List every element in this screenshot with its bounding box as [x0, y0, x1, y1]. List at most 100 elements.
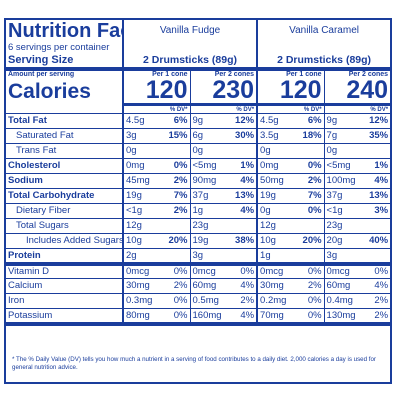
daily-value-percent: 2%: [227, 293, 258, 309]
nutrient-amount: 0g: [256, 143, 298, 159]
nutrient-amount: 0mcg: [122, 263, 163, 279]
nutrient-amount: 23g: [323, 218, 363, 234]
daily-value-percent: 0%: [163, 308, 190, 326]
dv-header: % DV*: [256, 103, 325, 114]
daily-value-percent: 2%: [163, 173, 190, 189]
daily-value-percent: 2%: [362, 308, 391, 326]
daily-value-percent: 0%: [297, 308, 325, 326]
daily-value-percent: [297, 218, 325, 234]
nutrient-amount: 160mg: [189, 308, 227, 326]
nutrient-amount: 3g: [189, 248, 227, 266]
nutrient-amount: <5mg: [323, 158, 363, 174]
nutrient-amount: 90mg: [189, 173, 227, 189]
daily-value-percent: 4%: [362, 278, 391, 294]
nutrient-amount: 0mcg: [323, 263, 363, 279]
daily-value-percent: 2%: [297, 173, 325, 189]
daily-value-percent: [227, 248, 258, 266]
daily-value-percent: 7%: [297, 188, 325, 204]
daily-value-percent: 0%: [297, 293, 325, 309]
nutrient-name: Trans Fat: [6, 143, 123, 159]
nutrient-amount: 60mg: [189, 278, 227, 294]
nutrient-amount: 37g: [189, 188, 227, 204]
nutrient-amount: 50mg: [256, 173, 298, 189]
daily-value-percent: 3%: [362, 203, 391, 219]
daily-value-percent: [362, 218, 391, 234]
nutrient-row: Saturated Fat 3g 15% 6g 30% 3.5g 18% 7g 35%: [6, 128, 391, 144]
nutrient-amount: 9g: [189, 113, 227, 129]
nutrient-amount: 2g: [122, 248, 163, 266]
nutrient-amount: 4.5g: [122, 113, 163, 129]
nutrient-name: Dietary Fiber: [6, 203, 123, 219]
daily-value-percent: 30%: [227, 128, 258, 144]
nutrient-amount: 23g: [189, 218, 227, 234]
daily-value-percent: 0%: [297, 203, 325, 219]
nutrient-row: Sodium 45mg 2% 90mg 4% 50mg 2% 100mg 4%: [6, 173, 391, 189]
nutrient-amount: 0mcg: [256, 263, 298, 279]
daily-value-percent: 0%: [297, 263, 325, 279]
calories-value: 240: [323, 78, 391, 105]
per-header: Per 1 cone: [122, 69, 190, 78]
nutrient-amount: 130mg: [323, 308, 363, 326]
nutrient-amount: 12g: [122, 218, 163, 234]
nutrient-amount: 10g: [256, 233, 298, 249]
nutrient-amount: 1g: [189, 203, 227, 219]
daily-value-percent: 7%: [163, 188, 190, 204]
nutrient-name: Calcium: [6, 278, 123, 294]
daily-value-percent: 12%: [362, 113, 391, 129]
daily-value-percent: 35%: [362, 128, 391, 144]
nutrient-amount: 19g: [122, 188, 163, 204]
vitamin-row: Potassium 80mg 0% 160mg 4% 70mg 0% 130mg 2%: [6, 308, 391, 326]
nutrient-amount: 1g: [256, 248, 298, 266]
calories-label: Calories: [8, 79, 91, 103]
nutrient-amount: 3g: [122, 128, 163, 144]
nutrition-facts-panel: Nutrition Facts Vanilla Fudge Vanilla Ca…: [4, 18, 392, 384]
daily-value-percent: 2%: [297, 278, 325, 294]
daily-value-percent: 2%: [163, 278, 190, 294]
serving-size-1: 2 Drumsticks (89g): [121, 53, 258, 71]
nutrient-name: Saturated Fat: [6, 128, 123, 144]
nutrient-amount: 12g: [256, 218, 298, 234]
daily-value-percent: [362, 248, 391, 266]
daily-value-percent: 0%: [297, 158, 325, 174]
nutrient-amount: 9g: [323, 113, 363, 129]
daily-value-percent: 0%: [362, 263, 391, 279]
servings-per-container: 6 servings per container: [8, 42, 110, 53]
daily-value-percent: 40%: [362, 233, 391, 249]
per-header: Per 2 cones: [323, 69, 391, 78]
nutrient-row: Includes Added Sugars 10g 20% 19g 38% 10g 20% 2…: [6, 233, 391, 249]
daily-value-percent: 6%: [163, 113, 190, 129]
daily-value-percent: 4%: [227, 278, 258, 294]
nutrient-name: Total Fat: [6, 113, 123, 129]
nutrient-name: Potassium: [6, 308, 123, 326]
nutrient-amount: 0g: [256, 203, 298, 219]
vitamin-row: Iron 0.3mg 0% 0.5mg 2% 0.2mg 0% 0.4mg 2%: [6, 293, 391, 309]
nutrient-amount: 0.2mg: [256, 293, 298, 309]
daily-value-percent: 20%: [163, 233, 190, 249]
nutrient-amount: 0g: [189, 143, 227, 159]
footnote: * The % Daily Value (DV) tells you how m…: [12, 356, 376, 371]
daily-value-percent: 20%: [297, 233, 325, 249]
nutrient-row: Total Sugars 12g 23g 12g 23g: [6, 218, 391, 234]
daily-value-percent: 4%: [227, 203, 258, 219]
serving-size-label: Serving Size: [6, 53, 123, 71]
nutrient-amount: 45mg: [122, 173, 163, 189]
nutrient-amount: 30mg: [122, 278, 163, 294]
nutrient-row: Dietary Fiber <1g 2% 1g 4% 0g 0% <1g 3%: [6, 203, 391, 219]
nutrient-amount: 70mg: [256, 308, 298, 326]
per-header: Per 2 cones: [189, 69, 258, 78]
nutrient-amount: 0mcg: [189, 263, 227, 279]
nutrient-amount: 0g: [122, 143, 163, 159]
nutrient-amount: 0.4mg: [323, 293, 363, 309]
nutrient-name: Cholesterol: [6, 158, 123, 174]
daily-value-percent: [297, 143, 325, 159]
nutrient-amount: 100mg: [323, 173, 363, 189]
vitamin-row: Vitamin D 0mcg 0% 0mcg 0% 0mcg 0% 0mcg 0%: [6, 263, 391, 279]
vitamin-row: Calcium 30mg 2% 60mg 4% 30mg 2% 60mg 4%: [6, 278, 391, 294]
calories-value: 120: [122, 78, 190, 105]
flavor-name-2: Vanilla Caramel: [256, 20, 391, 42]
nutrient-name: Protein: [6, 248, 123, 266]
label-title: Nutrition Facts: [8, 20, 123, 42]
nutrient-name: Total Carbohydrate: [6, 188, 123, 204]
daily-value-percent: [227, 218, 258, 234]
calories-value: 230: [189, 78, 258, 105]
